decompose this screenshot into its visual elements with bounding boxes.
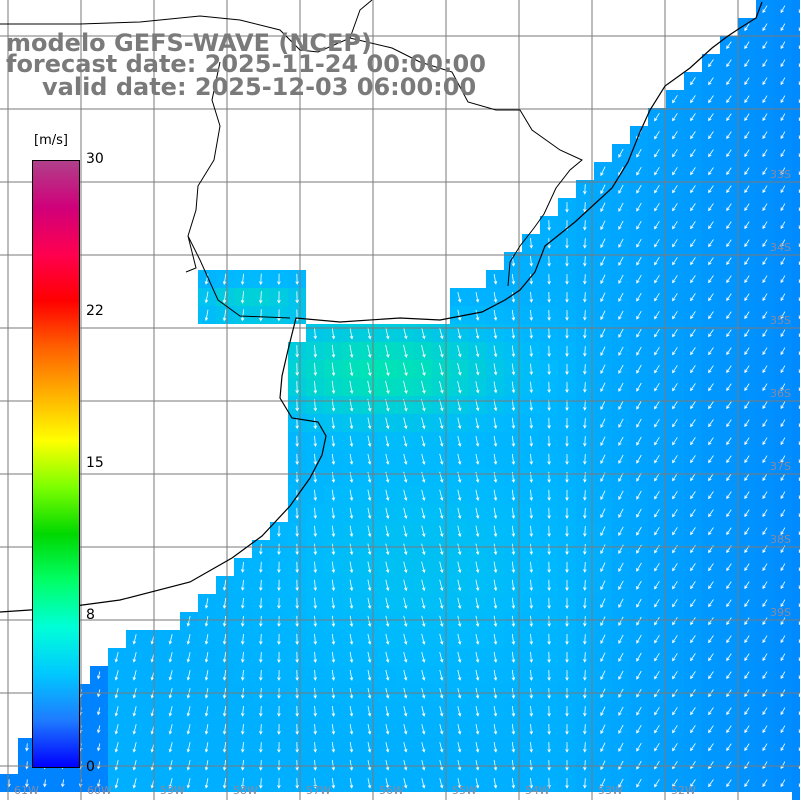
latitude-label: 33S: [770, 168, 791, 181]
latitude-labels: 33S 34S 35S 36S 37S 38S 39S: [770, 168, 791, 619]
latitude-label: 35S: [770, 314, 791, 327]
coastline: [0, 1, 763, 613]
model-title: modelo GEFS-WAVE (NCEP): [6, 29, 372, 57]
colorbar-tick-0: 0: [86, 759, 95, 775]
wind-vectors: [7, 5, 800, 789]
latitude-label: 38S: [770, 533, 791, 546]
colorbar-tick-22: 22: [86, 303, 104, 319]
longitude-label: 58W: [233, 784, 258, 797]
longitude-label: 61W: [14, 784, 39, 797]
colorbar-unit: [m/s]: [34, 133, 68, 148]
forecast-date: forecast date: 2025-11-24 00:00:00: [6, 50, 486, 78]
colorbar: [32, 160, 80, 768]
latitude-label: 34S: [770, 241, 791, 254]
colorbar-tick-30: 30: [86, 151, 104, 167]
longitude-label: 57W: [306, 784, 331, 797]
colorbar-tick-8: 8: [86, 607, 95, 623]
latitude-label: 36S: [770, 387, 791, 400]
latitude-label: 39S: [770, 606, 791, 619]
latitude-label: 37S: [770, 460, 791, 473]
longitude-label: 56W: [379, 784, 404, 797]
longitude-label: 55W: [452, 784, 477, 797]
longitude-label: 53W: [598, 784, 623, 797]
longitude-label: 60W: [87, 784, 112, 797]
colorbar-tick-15: 15: [86, 455, 104, 471]
longitude-label: 59W: [160, 784, 185, 797]
border-line: [0, 0, 583, 319]
longitude-label: 52W: [671, 784, 696, 797]
longitude-labels: 61W 60W 59W 58W 57W 56W 55W 54W 53W 52W: [14, 784, 696, 797]
longitude-label: 54W: [525, 784, 550, 797]
valid-date: valid date: 2025-12-03 06:00:00: [42, 73, 477, 101]
